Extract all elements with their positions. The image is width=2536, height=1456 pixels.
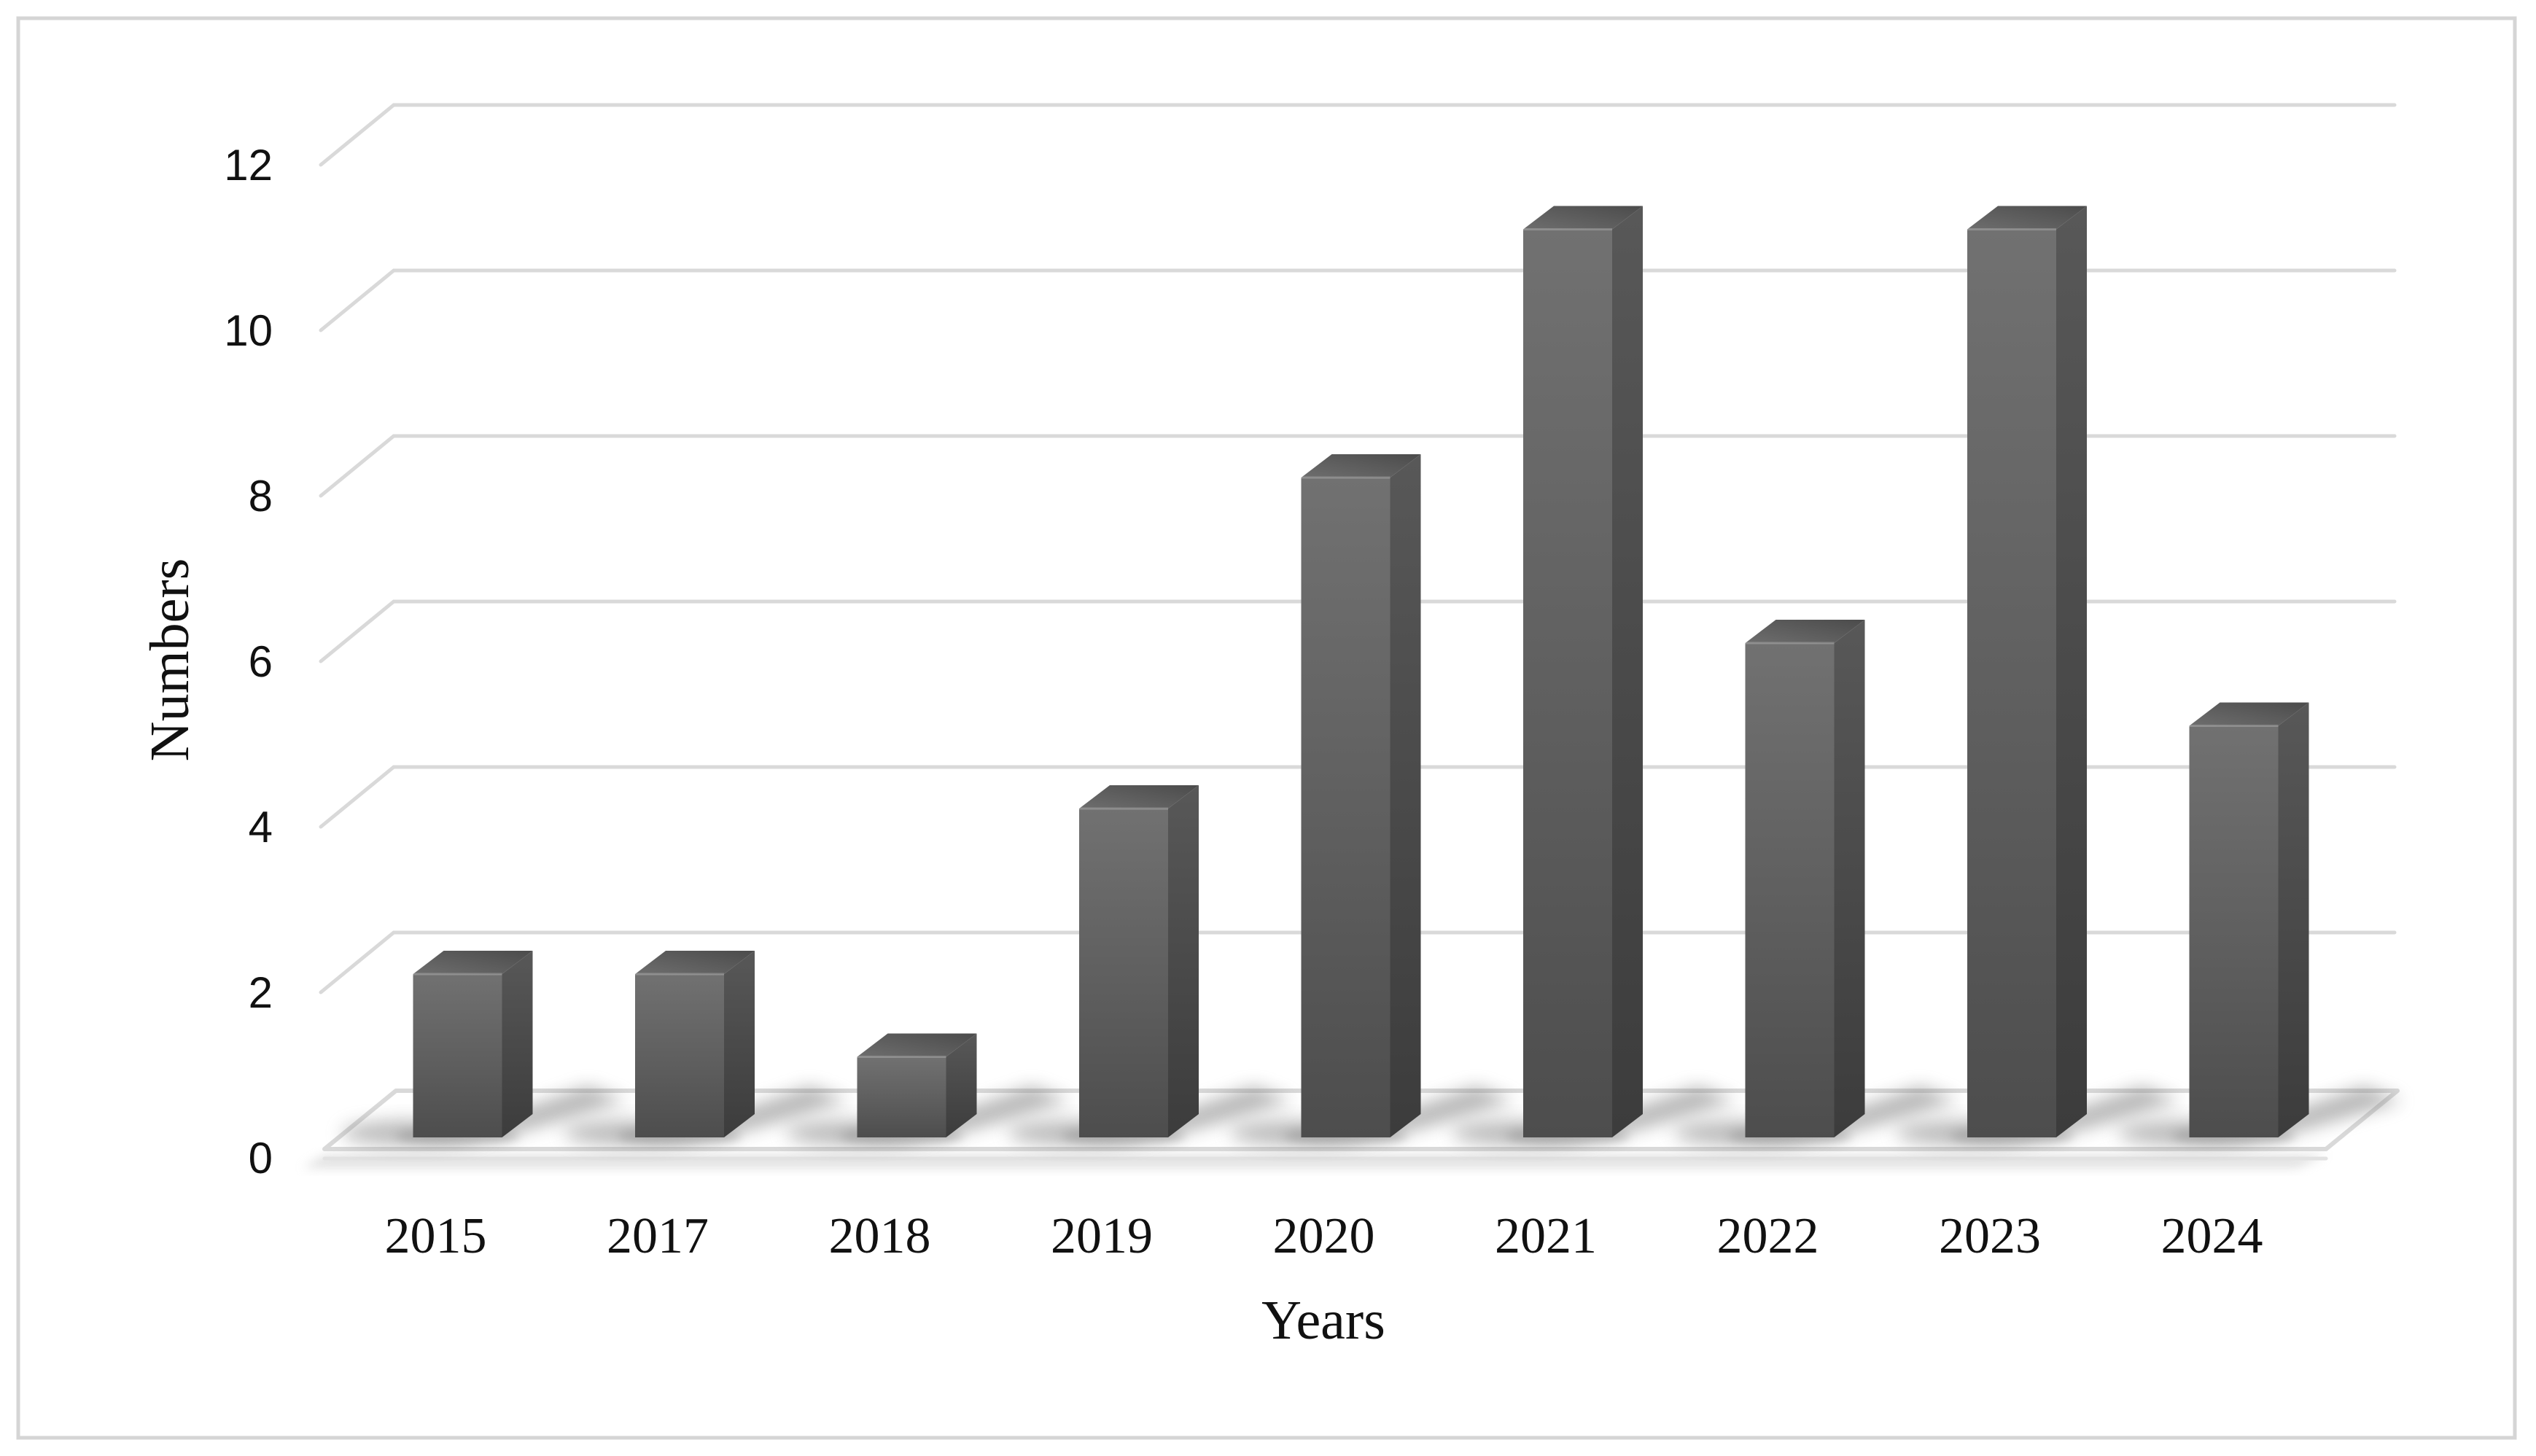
gridline [319, 930, 2397, 994]
y-tick-label-0: 0 [249, 1134, 273, 1183]
bar-top-face [1745, 620, 1865, 643]
gridline [319, 434, 2397, 498]
y-axis-tick-labels: 0 2 4 6 8 10 12 [224, 141, 273, 1183]
bar-side-face [1834, 620, 1865, 1137]
x-category-label-2022: 2022 [1717, 1208, 1819, 1264]
x-category-label-2020: 2020 [1273, 1208, 1375, 1264]
bar-2020 [1301, 454, 1421, 1137]
x-category-label-2015: 2015 [385, 1208, 487, 1264]
bar-side-face [1390, 454, 1421, 1137]
bar-2018 [857, 1033, 977, 1137]
bar-2015 [413, 951, 533, 1137]
y-tick-label-4: 4 [249, 803, 273, 852]
bar-2022 [1745, 620, 1865, 1137]
bar-top-face [1967, 206, 2087, 230]
bar-side-face [2278, 702, 2309, 1137]
bar-front-face [857, 1056, 946, 1137]
bar-top-face [413, 951, 533, 974]
bar-top-face [1301, 454, 1421, 478]
gridline [319, 103, 2397, 167]
y-tick-label-6: 6 [249, 637, 273, 686]
bar-side-face [724, 951, 755, 1137]
bar-side-face [946, 1033, 977, 1137]
bars [413, 206, 2309, 1137]
x-category-label-2018: 2018 [829, 1208, 931, 1264]
x-axis-category-labels: 2015 2017 2018 2019 2020 2021 2022 2023 2024 [385, 1208, 2263, 1264]
bar-top-face [2189, 702, 2309, 726]
bar-front-face [413, 974, 502, 1137]
gridline [319, 599, 2397, 663]
bar-top-face [857, 1033, 977, 1057]
bar-front-face [2189, 725, 2279, 1137]
x-category-label-2021: 2021 [1495, 1208, 1597, 1264]
bar-front-face [635, 974, 724, 1137]
gridline [319, 765, 2397, 829]
bar-front-face [1079, 809, 1168, 1137]
bar-2017 [635, 951, 755, 1137]
gridline [319, 268, 2397, 332]
x-category-label-2017: 2017 [607, 1208, 709, 1264]
y-tick-label-2: 2 [249, 968, 273, 1017]
y-axis-title: Numbers [139, 558, 201, 762]
y-tick-label-8: 8 [249, 472, 273, 521]
bar-top-face [635, 951, 755, 974]
bar-2019 [1079, 785, 1199, 1137]
bar-front-face [1523, 229, 1612, 1137]
bar-side-face [1168, 785, 1199, 1137]
bar-front-face [1301, 478, 1390, 1137]
x-axis-title: Years [1261, 1290, 1385, 1351]
bar-front-face [1967, 229, 2056, 1137]
chart-outer-border [16, 16, 2517, 1440]
bar-2023 [1967, 206, 2087, 1137]
x-category-label-2024: 2024 [2161, 1208, 2263, 1264]
bar-2021 [1523, 206, 1643, 1137]
bar-top-face [1523, 206, 1643, 230]
bar-front-face [1745, 643, 1835, 1137]
x-category-label-2023: 2023 [1939, 1208, 2041, 1264]
y-tick-label-10: 10 [224, 306, 273, 355]
x-category-label-2019: 2019 [1051, 1208, 1153, 1264]
bar-top-face [1079, 785, 1199, 809]
bar-side-face [2056, 206, 2087, 1137]
bar-2024 [2189, 702, 2309, 1137]
gridlines [319, 103, 2397, 994]
bar-side-face [502, 951, 533, 1137]
bar-side-face [1612, 206, 1643, 1137]
y-tick-label-12: 12 [224, 141, 273, 190]
